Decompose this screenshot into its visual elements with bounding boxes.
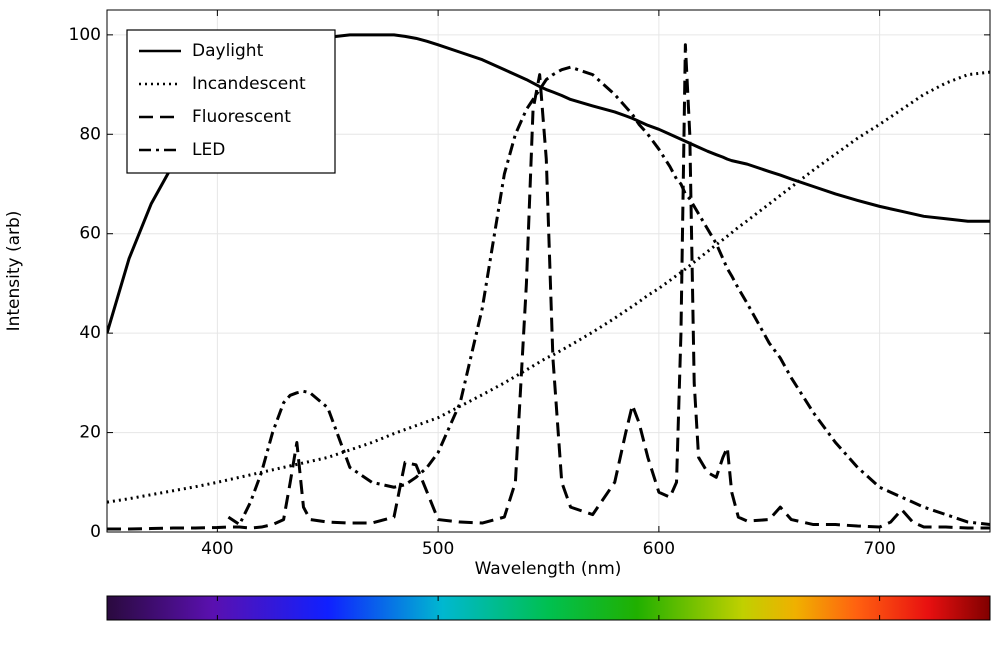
legend-label: Incandescent	[192, 74, 306, 94]
colorbar	[106, 595, 991, 621]
y-tick-label: 100	[69, 25, 101, 45]
y-tick-label: 60	[79, 224, 101, 244]
legend-label: LED	[192, 140, 225, 160]
x-tick-label: 600	[643, 539, 675, 559]
y-tick-label: 20	[79, 423, 101, 443]
plot-frame	[106, 9, 991, 533]
y-tick-label: 0	[90, 522, 101, 542]
y-tick-label: 80	[79, 124, 101, 144]
x-tick-label: 500	[422, 539, 454, 559]
legend-label: Daylight	[192, 41, 264, 61]
series-line	[107, 43, 990, 531]
legend-label: Fluorescent	[192, 107, 291, 127]
x-tick-label: 700	[863, 539, 895, 559]
x-tick-label: 400	[201, 539, 233, 559]
y-tick-label: 40	[79, 323, 101, 343]
series-line	[227, 65, 990, 527]
legend-box	[126, 29, 336, 174]
y-axis-label: Intensity (arb)	[4, 211, 24, 332]
x-axis-label: Wavelength (nm)	[475, 559, 622, 579]
